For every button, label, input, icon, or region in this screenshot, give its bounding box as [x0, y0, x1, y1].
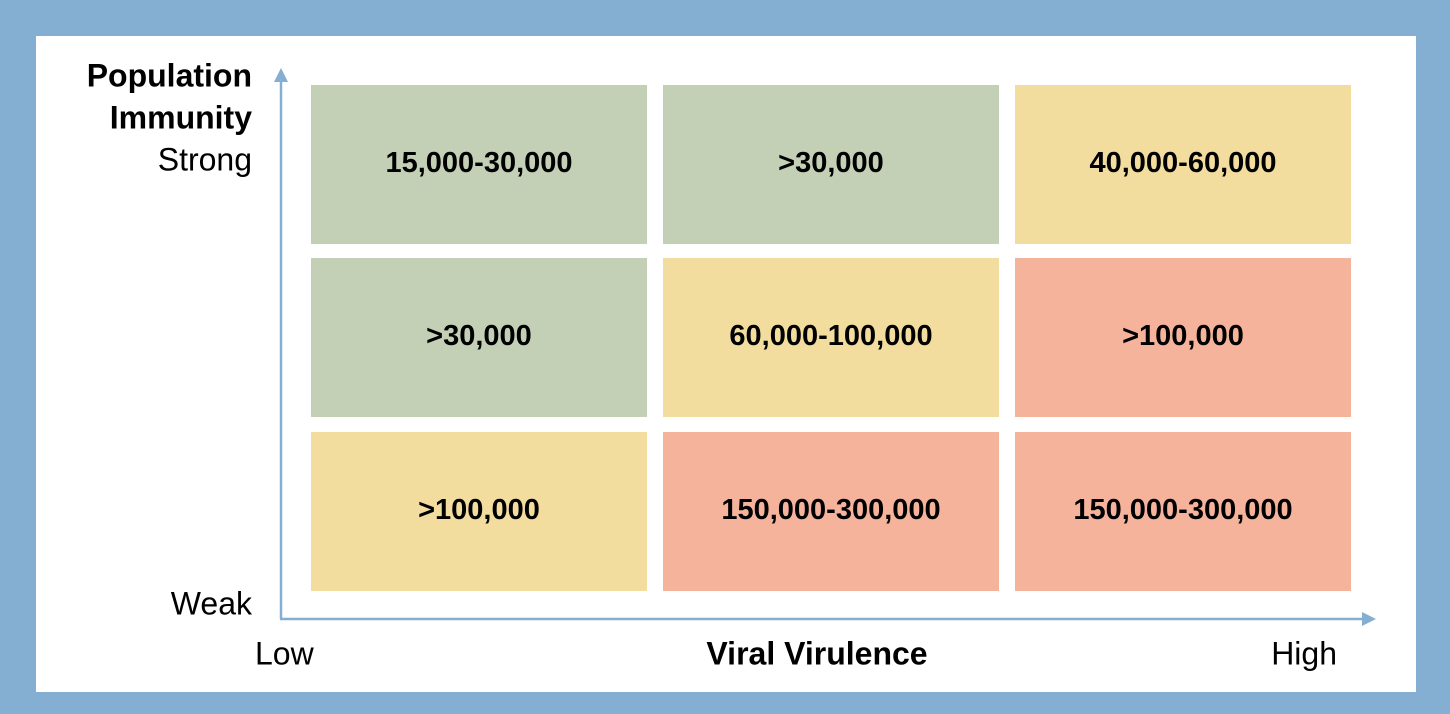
axes	[274, 68, 1376, 626]
x-axis-title: Viral Virulence	[706, 635, 927, 671]
cell-label: 150,000-300,000	[721, 494, 940, 526]
cell-label: 60,000-100,000	[729, 320, 932, 352]
y-axis-title: Population	[87, 57, 252, 93]
cell-label: >30,000	[778, 147, 884, 179]
cell	[663, 432, 999, 591]
y-axis-low: Weak	[171, 585, 253, 621]
cell-label: 40,000-60,000	[1089, 147, 1276, 179]
cell-label: 15,000-30,000	[385, 147, 572, 179]
cell	[311, 85, 647, 244]
x-axis-arrow	[1362, 612, 1376, 626]
y-axis-arrow	[274, 68, 288, 82]
cell	[311, 258, 647, 417]
cell-label: 150,000-300,000	[1073, 494, 1292, 526]
x-axis-high: High	[1271, 635, 1337, 671]
cell-label: >100,000	[418, 494, 540, 526]
cell	[663, 258, 999, 417]
cell	[1015, 432, 1351, 591]
cells: 15,000-30,000 >30,000 40,000-60,000 >30,000…	[311, 85, 1351, 591]
cell	[1015, 258, 1351, 417]
cell-label: >30,000	[426, 320, 532, 352]
cell	[663, 85, 999, 244]
y-axis-high: Strong	[158, 141, 252, 177]
cell	[311, 432, 647, 591]
cell-label: >100,000	[1122, 320, 1244, 352]
x-axis-low: Low	[255, 635, 315, 671]
y-axis-title: Immunity	[110, 99, 252, 135]
cell	[1015, 85, 1351, 244]
